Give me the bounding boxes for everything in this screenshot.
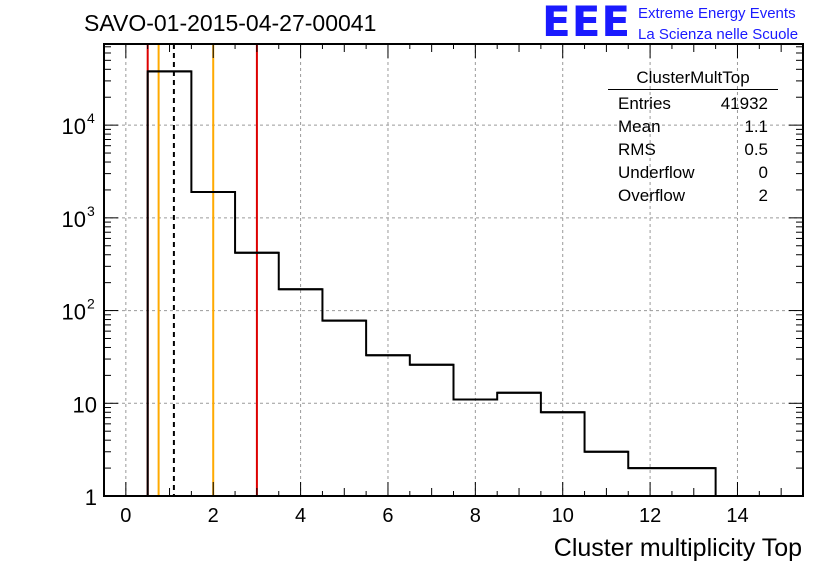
y-tick-label: 1 [85,485,97,510]
y-tick-exponent: 2 [87,296,95,312]
x-tick-label: 14 [726,505,748,527]
stats-row-mean: Mean 1.1 [608,115,778,138]
y-tick-exponent: 3 [87,203,95,219]
logo-line1: Extreme Energy Events [638,5,796,22]
y-tick-exponent: 4 [87,110,95,126]
y-tick-label: 10 [62,114,86,139]
x-tick-label: 2 [208,505,219,527]
y-tick-label: 10 [73,392,97,417]
stats-row-entries: Entries 41932 [608,92,778,115]
logo-line2: La Scienza nelle Scuole [638,26,798,43]
stats-label: RMS [618,138,656,161]
stats-row-overflow: Overflow 2 [608,184,778,207]
x-tick-label: 4 [295,505,306,527]
x-tick-label: 8 [470,505,481,527]
x-axis-label: Cluster multiplicity Top [554,534,802,563]
x-tick-label: 0 [120,505,131,527]
stats-row-rms: RMS 0.5 [608,138,778,161]
stats-row-underflow: Underflow 0 [608,161,778,184]
stats-box: ClusterMultTop Entries 41932 Mean 1.1 RM… [608,68,778,207]
stats-value: 41932 [721,92,768,115]
logo-mark: EEE [542,0,631,44]
stats-label: Entries [618,92,671,115]
x-tick-label: 12 [639,505,661,527]
stats-value: 0 [759,161,768,184]
stats-label: Mean [618,115,661,138]
stats-value: 2 [759,184,768,207]
y-tick-label: 10 [62,300,86,325]
x-tick-label: 6 [382,505,393,527]
x-tick-label: 10 [552,505,574,527]
stats-label: Overflow [618,184,685,207]
plot-title: SAVO-01-2015-04-27-00041 [84,10,376,37]
stats-label: Underflow [618,161,695,184]
stats-value: 1.1 [744,115,768,138]
eee-logo: EEE Extreme Energy Events La Scienza nel… [542,2,832,46]
stats-value: 0.5 [744,138,768,161]
y-tick-label: 10 [62,207,86,232]
stats-title: ClusterMultTop [608,68,778,90]
